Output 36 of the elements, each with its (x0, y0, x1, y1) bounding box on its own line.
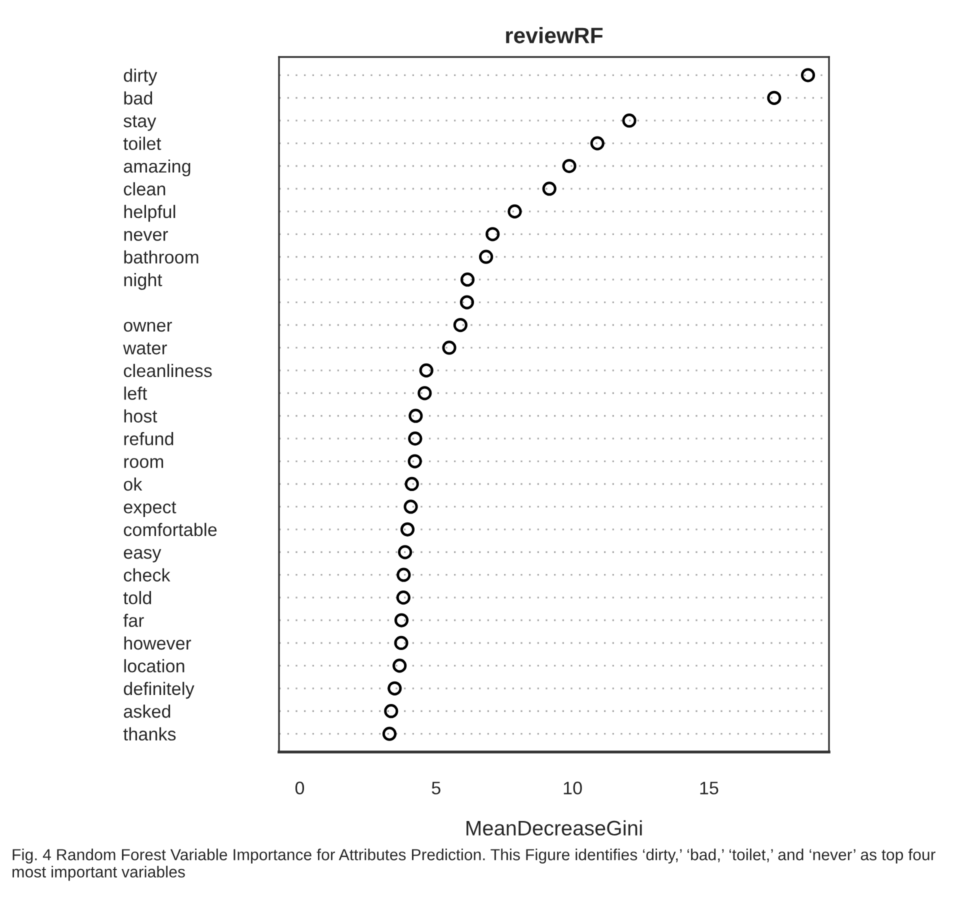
y-tick-label: dirty (124, 68, 158, 86)
y-tick-label: told (123, 591, 152, 604)
y-tick-label: definitely (124, 682, 194, 699)
chart-title: reviewRF (506, 27, 603, 44)
y-tick-label: amazing (124, 159, 190, 176)
y-tick-label: cleanliness (124, 364, 212, 378)
y-tick-label: refund (124, 432, 174, 446)
y-tick-label: clean (124, 182, 166, 196)
y-tick-label: however (124, 636, 192, 650)
y-tick-label: host (124, 409, 158, 423)
y-tick-label: left (124, 386, 148, 400)
y-tick-label: expect (124, 502, 176, 517)
y-tick-label: location (124, 659, 184, 672)
y-tick-label: water (123, 342, 167, 354)
y-tick-label: toilet (123, 136, 162, 150)
y-tick-label: helpful (124, 204, 176, 222)
y-tick-label: comfortable (124, 522, 217, 536)
y-tick-label: bad (124, 91, 152, 105)
caption: Fig. 4 Random Forest Variable Importance for Attributes Prediction. This Figure identifies ‘dirty,’ ‘bad,’ ‘toilet,’ and ‘never’ as top four most important variables (12, 848, 936, 881)
y-tick-label: stay (124, 115, 156, 131)
y-tick-label: owner (124, 322, 172, 332)
y-tick-label: check (124, 568, 170, 582)
x-tick-label: 10 (564, 782, 582, 794)
y-tick-label: asked (124, 704, 170, 718)
y-tick-label: thanks (123, 727, 176, 741)
x-axis-title: MeanDecreaseGini (466, 820, 642, 836)
y-tick-label: bathroom (124, 250, 198, 264)
y-tick-label: ok (124, 477, 142, 491)
y-tick-label: far (123, 614, 144, 627)
y-tick-label: night (124, 273, 162, 290)
x-tick-label: 15 (700, 782, 718, 794)
y-tick-label: room (124, 458, 164, 468)
y-tick-label: never (124, 230, 168, 241)
x-tick-label: 5 (432, 782, 440, 794)
x-tick-label: 0 (295, 782, 304, 794)
y-tick-label: easy (124, 548, 162, 562)
